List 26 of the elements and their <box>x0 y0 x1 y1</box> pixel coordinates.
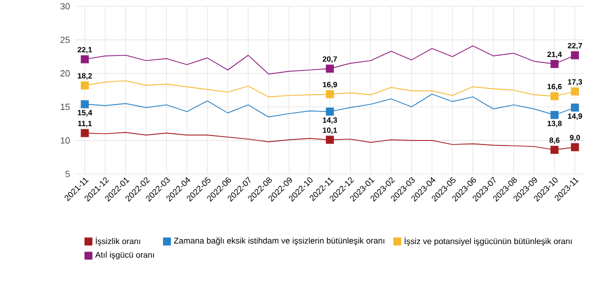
y-tick-label: 5 <box>65 170 70 178</box>
y-tick-label: 15 <box>60 104 70 110</box>
legend-label: Zamana bağlı eksik istihdam ve işsizlerin bütünleşik oranı <box>174 237 384 246</box>
y-tick-label: 10 <box>60 137 70 144</box>
point <box>326 108 334 116</box>
point <box>570 143 579 152</box>
point <box>570 104 579 112</box>
point <box>80 129 89 138</box>
point <box>326 90 334 98</box>
point <box>550 92 559 100</box>
y-tick-label: 20 <box>60 70 70 77</box>
point <box>570 87 579 96</box>
legend-label: İşsiz ve potansiyel işgücünün bütünleşik oranı <box>404 236 572 246</box>
y-tick-label: 30 <box>60 3 70 10</box>
point <box>570 51 579 60</box>
point <box>550 146 559 154</box>
point <box>80 81 89 90</box>
point <box>550 110 559 119</box>
point <box>550 60 559 68</box>
point <box>80 55 89 64</box>
legend-label: Atıl işgücü oranı <box>95 252 154 260</box>
y-tick-label: 25 <box>60 36 70 43</box>
point <box>80 100 89 108</box>
point <box>326 64 334 73</box>
point <box>326 136 334 144</box>
legend-label: İşsizlik oranı <box>96 236 140 246</box>
